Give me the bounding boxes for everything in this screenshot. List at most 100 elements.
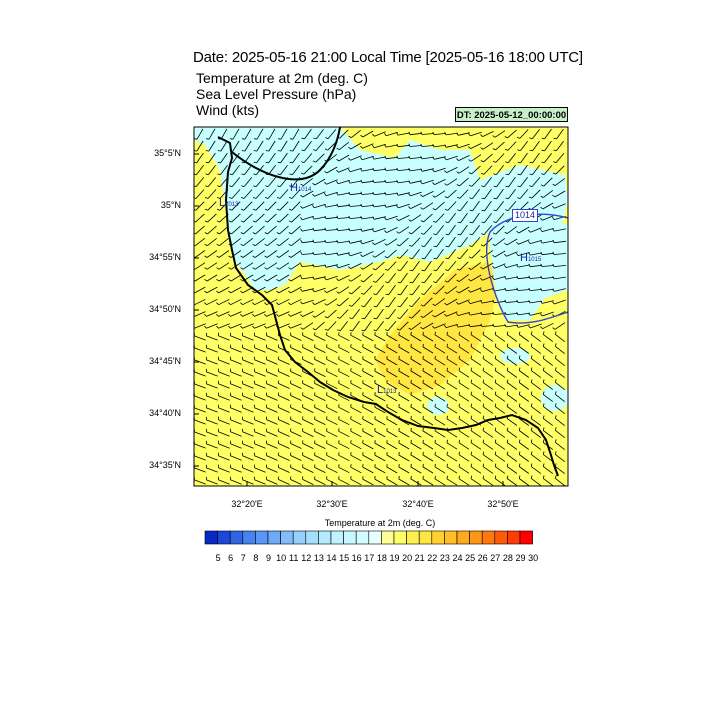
wind-barb: [422, 370, 434, 378]
wind-barb-feather: [216, 325, 219, 329]
wind-barb-feather: [336, 304, 340, 307]
cool-patch-3: [541, 385, 568, 411]
wind-barb: [530, 370, 542, 378]
wind-barb: [219, 237, 229, 247]
wind-barb: [350, 167, 362, 173]
wind-barb-feather: [421, 269, 425, 272]
wind-barb: [386, 131, 398, 137]
wind-barb-feather: [264, 243, 268, 247]
wind-barb: [494, 406, 506, 414]
wind-barb: [290, 467, 302, 473]
wind-barb: [422, 202, 434, 210]
wind-barb-feather: [529, 149, 533, 152]
wind-barb: [376, 296, 384, 308]
wind-barb: [351, 129, 361, 139]
wind-barb-feather: [445, 269, 449, 271]
wind-barb: [519, 141, 529, 151]
wind-barb-feather: [480, 266, 484, 270]
colorbar-swatch: [368, 530, 382, 545]
wind-barb: [278, 383, 290, 389]
wind-barb: [194, 455, 206, 461]
colorbar-label: 7: [240, 553, 246, 563]
wind-barb: [374, 143, 386, 149]
wind-barb: [554, 276, 566, 280]
lat-label-0: 35°5'N: [154, 148, 181, 158]
wind-barb-feather: [554, 355, 557, 359]
wind-barb: [471, 177, 481, 187]
wind-barb-feather: [398, 379, 400, 384]
wind-barb: [242, 467, 254, 473]
wind-barb-feather: [422, 427, 424, 431]
wind-barb: [506, 406, 518, 414]
wind-barb: [542, 382, 554, 390]
wind-barb-feather: [397, 317, 401, 319]
wind-barb: [254, 443, 266, 449]
wind-barb: [506, 466, 518, 474]
wind-barb-feather: [360, 254, 363, 257]
colorbar-label: 19: [389, 553, 400, 563]
wind-barb-feather: [434, 463, 436, 467]
wind-barb: [374, 478, 386, 486]
wind-barb-feather: [516, 241, 519, 245]
wind-barb-feather: [324, 290, 327, 293]
wind-barb: [326, 298, 338, 306]
wind-barb: [218, 431, 230, 437]
wind-barb: [386, 346, 398, 354]
wind-barb: [196, 164, 204, 176]
wind-barb: [470, 287, 482, 293]
wind-barb: [470, 154, 482, 162]
wind-barb-feather: [324, 303, 328, 306]
wind-barb: [435, 285, 445, 295]
field-wind: Wind (kts): [196, 102, 259, 118]
wind-barb-feather: [492, 311, 495, 315]
wind-barb: [517, 301, 531, 303]
wind-barb: [266, 371, 278, 377]
wind-barb-feather: [518, 379, 521, 383]
wind-barb-feather: [492, 265, 495, 269]
wind-barb-feather: [433, 233, 437, 236]
map-area: [194, 127, 568, 486]
wind-barb-feather: [494, 439, 497, 443]
wind-barb: [386, 227, 398, 233]
wind-barb: [436, 236, 444, 248]
wind-barb-feather: [360, 168, 363, 172]
wind-barb-feather: [528, 312, 531, 316]
wind-barb-feather: [324, 181, 327, 185]
wind-barb: [243, 213, 253, 223]
wind-barb: [397, 144, 411, 148]
wind-barb: [398, 180, 410, 184]
wind-barb-feather: [434, 331, 436, 335]
wind-barb-feather: [360, 134, 364, 138]
wind-barb: [207, 237, 217, 247]
wind-barb: [231, 237, 241, 247]
wind-barb: [290, 419, 302, 425]
wind-barb: [423, 225, 433, 235]
cool-region-west: [194, 127, 568, 290]
wind-barb: [459, 201, 469, 211]
wind-barb: [314, 335, 326, 341]
wind-barb: [529, 289, 543, 291]
wind-barb-feather: [530, 403, 533, 407]
wind-barb-feather: [252, 302, 255, 305]
wind-barb: [243, 201, 253, 211]
wind-barb-feather: [458, 463, 460, 467]
wind-barb: [278, 274, 290, 282]
wind-barb: [471, 237, 481, 247]
wind-barb-feather: [528, 287, 531, 291]
wind-barb: [242, 455, 254, 461]
wind-barb-feather: [504, 311, 507, 315]
wind-barb-feather: [552, 172, 556, 175]
wind-barb: [506, 382, 518, 390]
wind-barb: [302, 288, 314, 292]
wind-barb: [400, 272, 408, 284]
wind-barb: [231, 225, 241, 235]
wind-barb-feather: [372, 191, 375, 195]
wind-barb: [266, 311, 278, 317]
wind-barb: [482, 334, 494, 342]
wind-barb-feather: [312, 239, 315, 243]
wind-barb-feather: [432, 303, 436, 306]
wind-barb-feather: [540, 251, 543, 255]
wind-barb-feather: [348, 240, 351, 244]
wind-barb: [302, 455, 314, 461]
wind-barb-feather: [397, 281, 401, 284]
